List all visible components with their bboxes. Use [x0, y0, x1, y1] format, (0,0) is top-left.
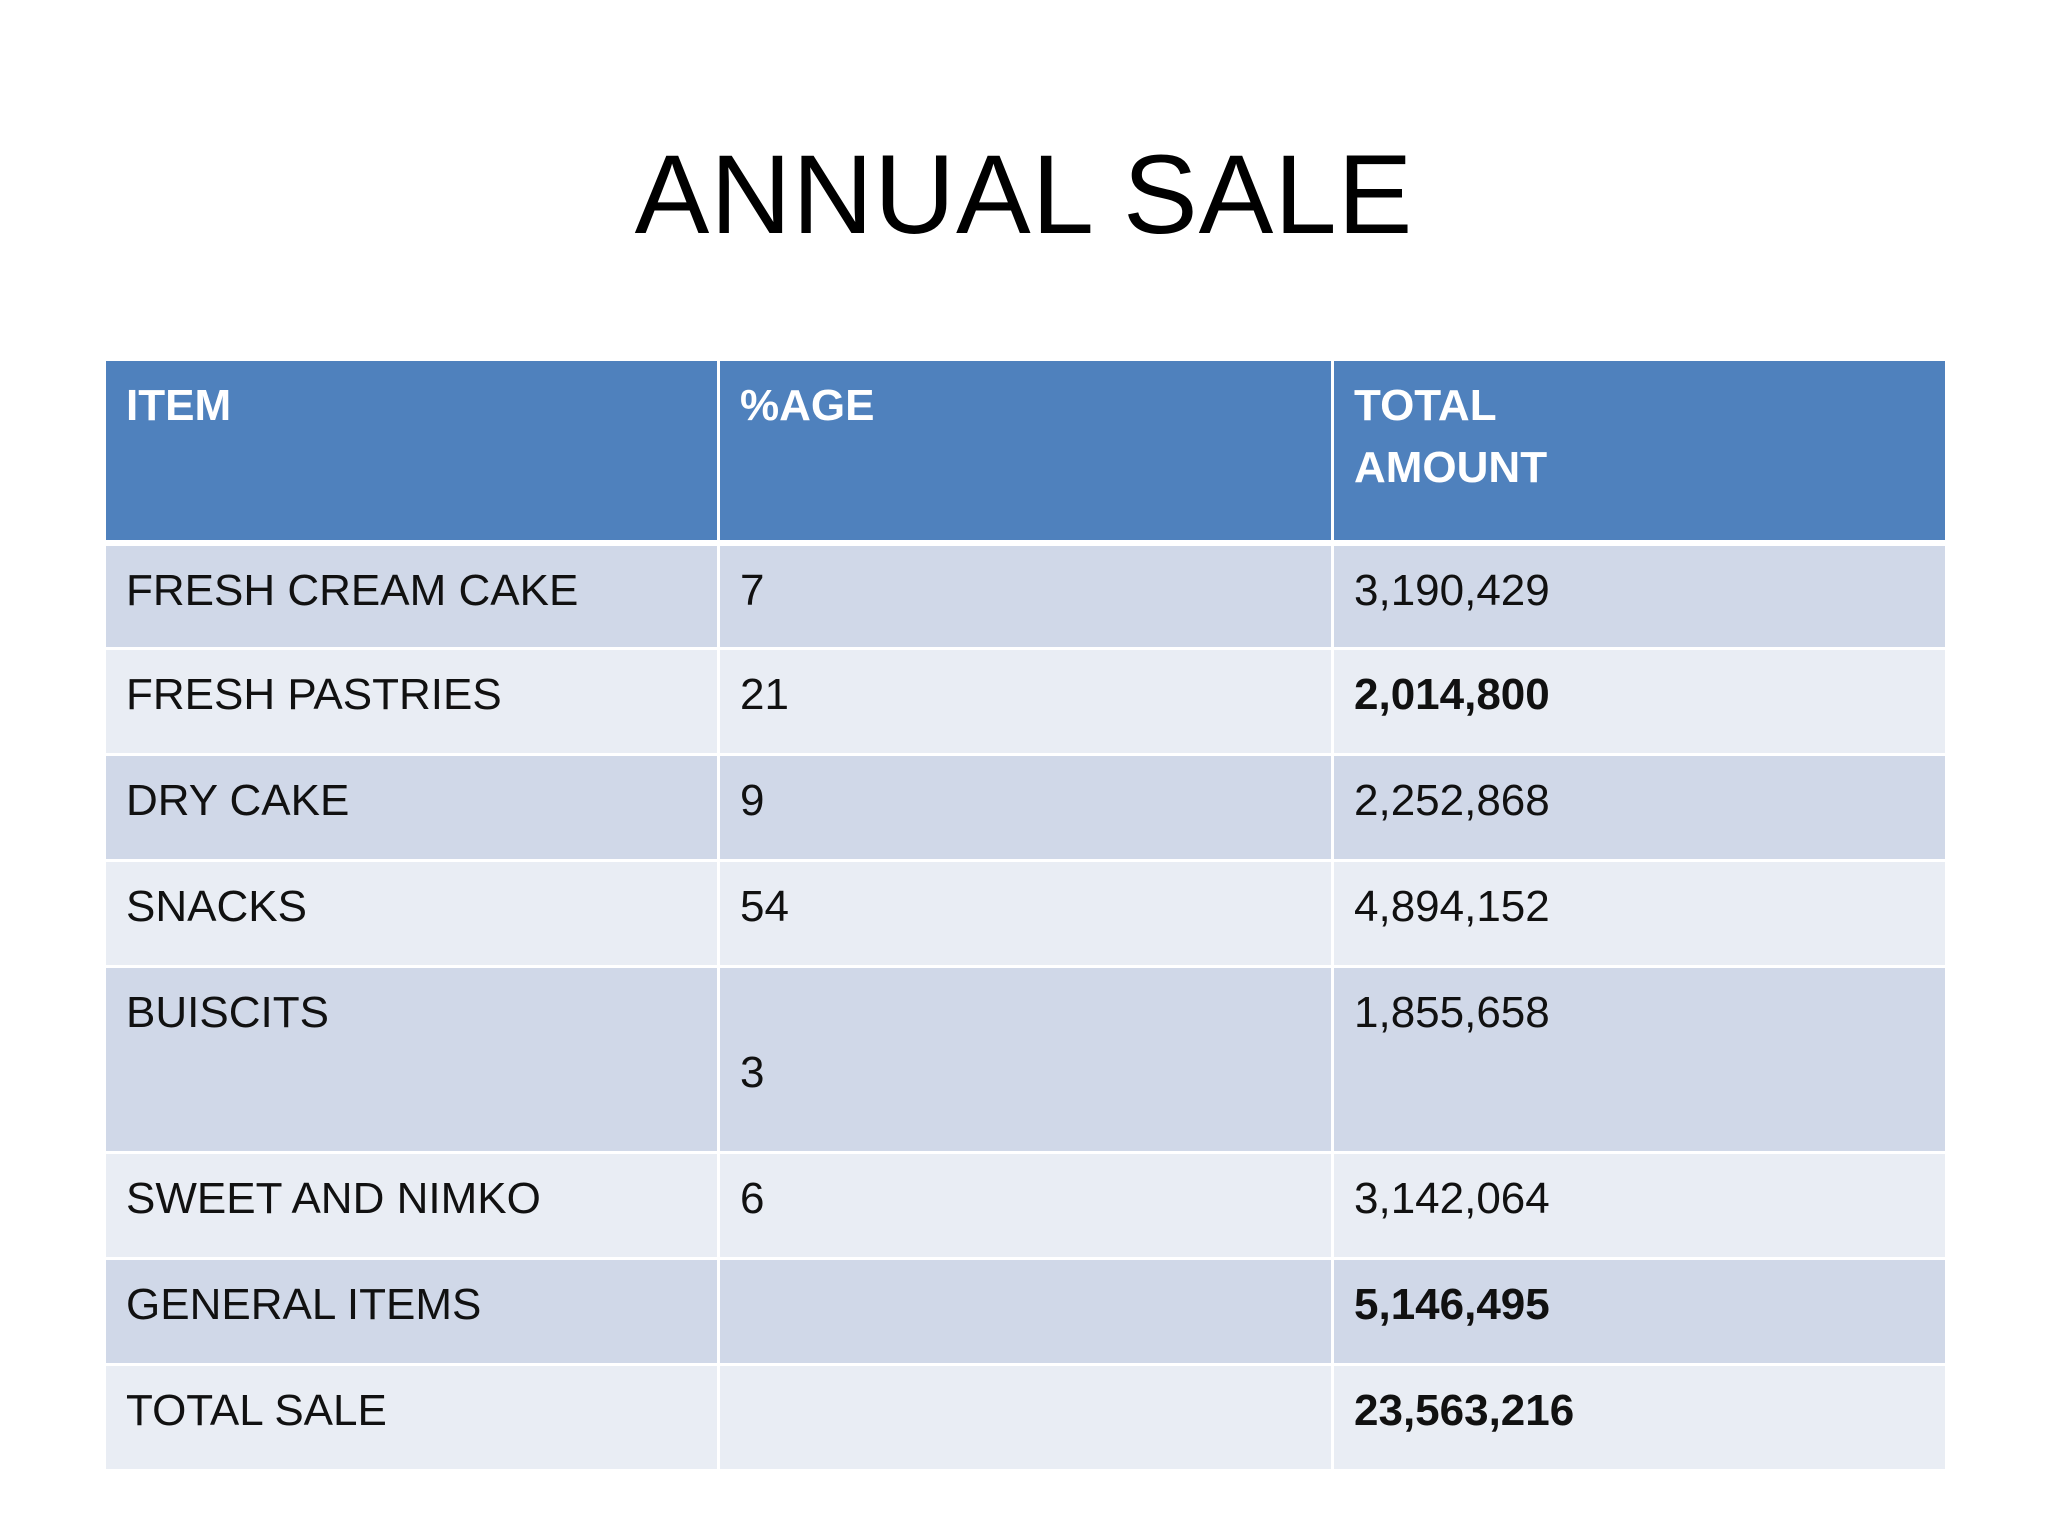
- cell-total-amount: 2,014,800: [1331, 647, 1948, 756]
- cell-item: FRESH PASTRIES: [103, 647, 720, 756]
- cell-percentage: 9: [717, 753, 1334, 862]
- cell-percentage-value: 3: [740, 1048, 765, 1097]
- cell-total-amount: 1,855,658: [1331, 965, 1948, 1154]
- table-row: FRESH CREAM CAKE 7 3,190,429: [103, 541, 1948, 650]
- cell-item: TOTAL SALE: [103, 1363, 720, 1472]
- table-row: BUISCITS 3 1,855,658: [103, 965, 1948, 1154]
- cell-percentage: 7: [717, 541, 1334, 650]
- header-percentage: %AGE: [717, 358, 1334, 546]
- table-row-total: TOTAL SALE 23,563,216: [103, 1363, 1948, 1472]
- header-total-amount-line1: TOTAL: [1354, 381, 1497, 430]
- cell-percentage: [717, 1257, 1334, 1366]
- cell-item: BUISCITS: [103, 965, 720, 1154]
- header-row: ITEM %AGE TOTAL AMOUNT: [103, 358, 1948, 546]
- cell-total-amount: 23,563,216: [1331, 1363, 1948, 1472]
- cell-item: SWEET AND NIMKO: [103, 1151, 720, 1260]
- header-item: ITEM: [103, 358, 720, 546]
- cell-total-amount: 2,252,868: [1331, 753, 1948, 862]
- table-row: FRESH PASTRIES 21 2,014,800: [103, 647, 1948, 756]
- cell-total-amount: 3,190,429: [1331, 541, 1948, 650]
- annual-sale-table: ITEM %AGE TOTAL AMOUNT FRESH CREAM CAKE …: [103, 358, 1948, 1472]
- table-row: SNACKS 54 4,894,152: [103, 859, 1948, 968]
- table-row: DRY CAKE 9 2,252,868: [103, 753, 1948, 862]
- header-total-amount: TOTAL AMOUNT: [1331, 358, 1948, 546]
- cell-percentage: [717, 1363, 1334, 1472]
- cell-percentage: 6: [717, 1151, 1334, 1260]
- table-header: ITEM %AGE TOTAL AMOUNT: [103, 358, 1948, 546]
- cell-item: SNACKS: [103, 859, 720, 968]
- cell-percentage: 3: [717, 965, 1334, 1154]
- cell-total-amount: 3,142,064: [1331, 1151, 1948, 1260]
- cell-percentage: 54: [717, 859, 1334, 968]
- cell-total-amount: 5,146,495: [1331, 1257, 1948, 1366]
- table-row: GENERAL ITEMS 5,146,495: [103, 1257, 1948, 1366]
- cell-percentage: 21: [717, 647, 1334, 756]
- table-row: SWEET AND NIMKO 6 3,142,064: [103, 1151, 1948, 1260]
- table-body: FRESH CREAM CAKE 7 3,190,429 FRESH PASTR…: [103, 541, 1948, 1472]
- cell-total-amount: 4,894,152: [1331, 859, 1948, 968]
- cell-item: GENERAL ITEMS: [103, 1257, 720, 1366]
- slide-title: ANNUAL SALE: [634, 132, 1414, 257]
- header-total-amount-line2: AMOUNT: [1354, 443, 1548, 492]
- cell-item: FRESH CREAM CAKE: [103, 541, 720, 650]
- cell-item: DRY CAKE: [103, 753, 720, 862]
